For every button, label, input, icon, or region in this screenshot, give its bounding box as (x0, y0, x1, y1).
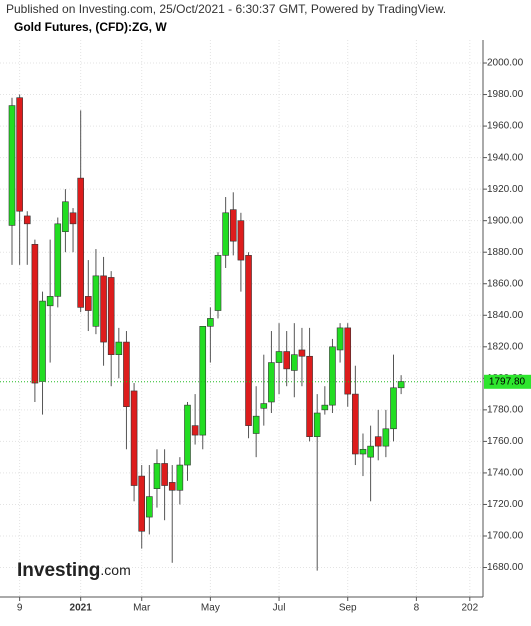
last-price-label: 1797.80 (489, 376, 526, 387)
candle-body (336, 327, 344, 351)
candle-body (291, 354, 298, 371)
candle-body (130, 390, 138, 486)
candle-body (313, 412, 321, 437)
candle-body (54, 223, 62, 297)
candle-body (168, 482, 176, 491)
y-tick-label: 1860.00 (487, 278, 524, 289)
candle-body (229, 209, 237, 242)
candle-body (107, 277, 115, 355)
candle-body (100, 275, 107, 343)
candle-body (252, 415, 260, 434)
candle-body (268, 362, 275, 403)
y-tick-label: 1720.00 (487, 499, 524, 510)
x-tick-label: 202 (461, 603, 478, 614)
last-price-box (484, 374, 531, 389)
candle-body (191, 425, 199, 436)
candle-body (321, 404, 329, 411)
candle-body (16, 97, 23, 212)
candle-body (92, 275, 100, 327)
y-tick-label: 1820.00 (487, 341, 524, 352)
candle-body (176, 464, 184, 491)
y-tick-label: 1980.00 (487, 89, 524, 100)
candle-body (367, 445, 374, 458)
candle-body (222, 212, 229, 256)
y-tick-label: 1760.00 (487, 436, 524, 447)
y-tick-label: 1880.00 (487, 247, 524, 258)
candle-body (352, 393, 359, 455)
candle-body (153, 463, 161, 489)
y-tick-label: 1940.00 (487, 152, 524, 163)
x-tick-label: Jul (273, 603, 286, 614)
candle-body (123, 341, 130, 408)
candle-body (77, 177, 84, 308)
candle-body (260, 403, 268, 409)
candle-body (199, 326, 207, 436)
candle-body (329, 346, 336, 406)
candle-body (397, 381, 405, 389)
candle-body (245, 255, 252, 426)
candle-body (275, 351, 283, 363)
header: Published on Investing.com, 25/Oct/2021 … (6, 2, 446, 16)
candle-body (115, 341, 123, 355)
candle-body (207, 318, 214, 327)
candle-body (214, 255, 222, 311)
candle-body (344, 327, 352, 395)
candle-body (8, 105, 16, 226)
candle-body (62, 201, 69, 233)
candle-body (69, 212, 77, 225)
candle-body (184, 404, 191, 466)
candle-body (237, 220, 245, 261)
candle-body (298, 349, 306, 357)
y-tick-label: 1840.00 (487, 310, 524, 321)
candle-body (306, 355, 313, 437)
candle-body (283, 351, 290, 370)
candle-body (382, 428, 390, 447)
candle-body (46, 296, 54, 307)
logo-suffix: .com (100, 562, 130, 578)
x-tick-label: Sep (339, 603, 357, 614)
logo: Investing.com (17, 560, 131, 581)
candle-body (374, 436, 382, 447)
x-tick-label: Mar (133, 603, 151, 614)
chart-title: Gold Futures, (CFD):ZG, W (14, 20, 167, 34)
y-tick-label: 1700.00 (487, 531, 524, 542)
candle-body (39, 300, 46, 382)
x-tick-label: 9 (17, 603, 23, 614)
x-tick-label: 8 (414, 603, 420, 614)
candle-body (138, 475, 146, 532)
candle-body (359, 448, 367, 455)
y-tick-label: 2000.00 (487, 58, 524, 69)
y-tick-label: 1920.00 (487, 184, 524, 195)
candle-body (390, 387, 397, 430)
y-tick-label: 1740.00 (487, 468, 524, 479)
y-tick-label: 1680.00 (487, 562, 524, 573)
candle-body (85, 296, 92, 311)
logo-brand: Investing (17, 560, 100, 581)
candle-body (161, 463, 168, 486)
candle-body (23, 215, 31, 225)
x-tick-label: May (201, 603, 220, 614)
candle-body (31, 244, 39, 384)
candle-body (146, 496, 153, 518)
x-tick-label: 2021 (70, 603, 93, 614)
y-tick-label: 1900.00 (487, 215, 524, 226)
y-tick-label: 1780.00 (487, 405, 524, 416)
y-tick-label: 1960.00 (487, 121, 524, 132)
